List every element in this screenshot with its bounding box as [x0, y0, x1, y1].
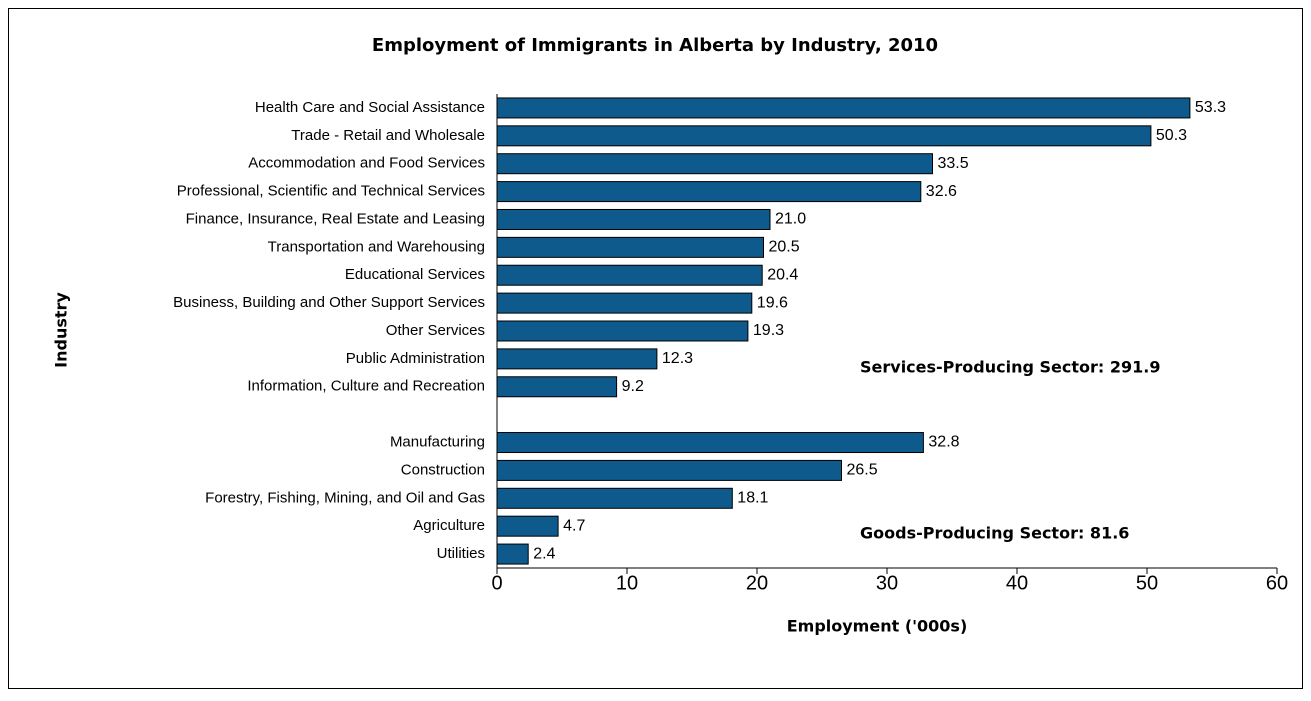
bar: [496, 292, 753, 314]
bar: [496, 153, 933, 175]
bar: [496, 432, 924, 454]
value-label: 20.4: [767, 266, 798, 283]
y-tick-label: Health Care and Social Assistance: [255, 99, 485, 116]
y-tick-label: Other Services: [386, 322, 485, 339]
bar: [496, 320, 749, 342]
value-label: 19.3: [753, 322, 784, 339]
y-tick-label: Utilities: [437, 545, 485, 562]
value-label: 18.1: [737, 490, 768, 507]
value-label: 2.4: [533, 545, 555, 562]
value-label: 33.5: [938, 155, 969, 172]
x-axis-label: Employment ('000s): [787, 617, 968, 636]
y-tick-label: Professional, Scientific and Technical S…: [177, 183, 485, 200]
chart-title: Employment of Immigrants in Alberta by I…: [372, 35, 938, 56]
bar: [496, 208, 771, 230]
x-tick-label: 60: [1266, 572, 1288, 594]
bar: [496, 97, 1191, 119]
x-tick-label: 20: [746, 572, 768, 594]
bar: [496, 181, 922, 203]
y-tick-label: Finance, Insurance, Real Estate and Leas…: [186, 210, 485, 227]
value-label: 21.0: [775, 211, 806, 228]
value-label: 20.5: [769, 239, 800, 256]
y-tick-label: Forestry, Fishing, Mining, and Oil and G…: [205, 489, 485, 506]
bar: [496, 125, 1152, 147]
y-tick-label: Business, Building and Other Support Ser…: [173, 294, 485, 311]
y-tick-label: Agriculture: [413, 517, 485, 534]
y-tick-label: Information, Culture and Recreation: [247, 378, 485, 395]
bar: [496, 376, 618, 398]
x-tick-label: 40: [1006, 572, 1028, 594]
bar: [496, 459, 842, 481]
bar: [496, 236, 764, 258]
value-label: 50.3: [1156, 127, 1187, 144]
y-tick-label: Transportation and Warehousing: [268, 238, 485, 255]
x-tick-label: 10: [616, 572, 638, 594]
bar: [496, 543, 529, 565]
x-tick-label: 0: [491, 572, 502, 594]
value-label: 9.2: [622, 378, 644, 395]
y-tick-label: Manufacturing: [390, 433, 485, 450]
bar: [496, 348, 658, 370]
value-label: 19.6: [757, 294, 788, 311]
y-tick-label: Educational Services: [345, 266, 485, 283]
y-tick-label: Accommodation and Food Services: [248, 155, 485, 172]
value-label: 26.5: [847, 462, 878, 479]
value-label: 4.7: [563, 517, 585, 534]
bar: [496, 264, 763, 286]
value-label: 53.3: [1195, 99, 1226, 116]
value-label: 32.8: [928, 434, 959, 451]
annotation: Services-Producing Sector: 291.9: [860, 358, 1160, 377]
y-tick-label: Trade - Retail and Wholesale: [291, 127, 485, 144]
bar: [496, 515, 559, 537]
y-tick-label: Public Administration: [346, 350, 485, 367]
x-tick-label: 50: [1136, 572, 1158, 594]
x-tick-label: 30: [876, 572, 898, 594]
y-axis-label: Industry: [52, 292, 71, 368]
value-label: 32.6: [926, 183, 957, 200]
value-label: 12.3: [662, 350, 693, 367]
bar: [496, 487, 733, 509]
y-tick-label: Construction: [401, 461, 485, 478]
annotation: Goods-Producing Sector: 81.6: [860, 524, 1129, 543]
